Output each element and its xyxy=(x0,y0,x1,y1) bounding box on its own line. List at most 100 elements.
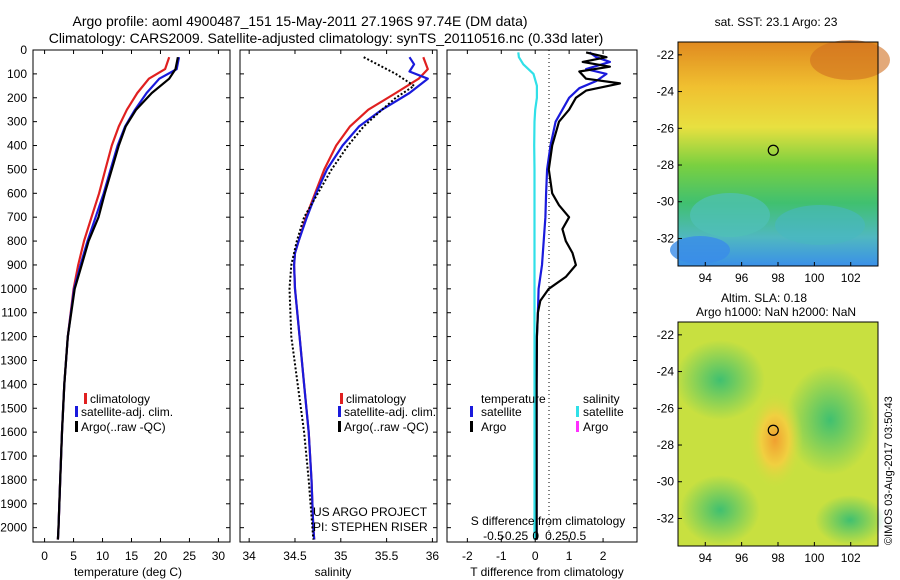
series-line-climatology xyxy=(293,56,429,540)
salinity-x-ticks: 34 34.5 35 35.5 36 xyxy=(242,50,439,563)
s-difference-x-ticks: -0.5-0.25 0 0.25 0.5 xyxy=(483,529,586,543)
map-y-tick-label: -32 xyxy=(657,231,675,245)
sst-y-ticks: -22 -24 -26 -28 -30 -32 xyxy=(657,48,682,245)
depth-tick-label: 1000 xyxy=(0,282,27,296)
x-tick-label: 15 xyxy=(125,549,139,563)
depth-tick-label: 2000 xyxy=(0,521,27,535)
depth-tick-label: 500 xyxy=(7,162,27,176)
header-line2: Climatology: CARS2009. Satellite-adjuste… xyxy=(49,30,604,46)
profile-location-marker xyxy=(767,144,779,156)
depth-tick-label: 900 xyxy=(7,258,27,272)
s-tick-label: 0.5 xyxy=(570,529,587,543)
depth-tick-label: 1900 xyxy=(0,497,27,511)
depth-tick-label: 0 xyxy=(20,43,27,57)
x-tick-label: 34 xyxy=(242,549,256,563)
difference-legend: temperature salinity satellite Argo sate… xyxy=(470,392,624,434)
map-y-tick-label: -26 xyxy=(657,401,675,415)
salinity-panel-frame xyxy=(239,49,438,543)
depth-tick-label: 1200 xyxy=(0,330,27,344)
map-y-tick-label: -30 xyxy=(657,475,675,489)
map-y-tick-label: -28 xyxy=(657,158,675,172)
series-line-climatology xyxy=(56,56,171,540)
depth-tick-label: 600 xyxy=(7,186,27,200)
legend-swatch-t-satellite xyxy=(470,406,473,417)
x-tick-label: -2 xyxy=(462,549,473,563)
salinity-series xyxy=(288,56,429,540)
map-x-tick-label: 100 xyxy=(804,271,824,285)
legend-label-satellite: satellite-adj. clim. xyxy=(344,405,436,419)
x-tick-label: 1 xyxy=(566,549,573,563)
series-line-argo-raw-qc- xyxy=(56,56,179,540)
sla-map-subtitle: Argo h1000: NaN h2000: NaN xyxy=(696,305,856,319)
legend-swatch-t-argo xyxy=(470,421,473,432)
legend-label-satellite: satellite-adj. clim. xyxy=(81,405,173,419)
depth-tick-label: 1800 xyxy=(0,473,27,487)
sst-map: sat. SST: 23.1 Argo: 23 -22-24-26-28-30-… xyxy=(657,15,890,285)
x-tick-label: 0 xyxy=(532,549,539,563)
legend-label-t-argo: Argo xyxy=(481,420,507,434)
depth-tick-label: 800 xyxy=(7,234,27,248)
series-line-temperature-argo xyxy=(535,51,622,540)
difference-series xyxy=(517,51,622,540)
map-x-tick-label: 94 xyxy=(699,271,713,285)
map-x-tick-label: 96 xyxy=(735,551,749,565)
legend-swatch-s-satellite xyxy=(576,406,579,417)
x-tick-label: 5 xyxy=(70,549,77,563)
depth-tick-label: 200 xyxy=(7,91,27,105)
depth-tick-label: 1300 xyxy=(0,353,27,367)
sla-green-patch xyxy=(675,340,765,420)
salinity-legend: climatology satellite-adj. clim. Argo(..… xyxy=(338,392,436,434)
map-x-tick-label: 94 xyxy=(699,551,713,565)
temperature-x-ticks: 0 5 10 15 20 25 30 xyxy=(41,50,225,563)
x-tick-label: 0 xyxy=(41,549,48,563)
sla-y-ticks: -22 -24 -26 -28 -30 -32 xyxy=(657,328,682,525)
sst-cool-patch xyxy=(670,236,730,264)
s-tick-label: -0.25 xyxy=(501,529,529,543)
map-y-tick-label: -30 xyxy=(657,195,675,209)
sst-cool-patch xyxy=(690,193,770,237)
x-tick-label: -1 xyxy=(496,549,507,563)
salinity-x-label: salinity xyxy=(315,565,352,579)
depth-tick-label: 400 xyxy=(7,139,27,153)
s-difference-x-label: S difference from climatology xyxy=(471,514,626,528)
map-y-tick-label: -32 xyxy=(657,511,675,525)
map-y-tick-label: -24 xyxy=(657,85,675,99)
project-label: US ARGO PROJECT xyxy=(313,505,428,519)
legend-label-s-argo: Argo xyxy=(583,420,609,434)
t-difference-x-ticks: -2 -1 0 1 2 xyxy=(462,50,607,563)
depth-tick-label: 1600 xyxy=(0,425,27,439)
x-tick-label: 10 xyxy=(96,549,110,563)
x-tick-label: 35.5 xyxy=(375,549,399,563)
legend-label-climatology: climatology xyxy=(90,392,150,406)
depth-tick-label: 100 xyxy=(7,67,27,81)
s-tick-label: -0.5 xyxy=(483,529,504,543)
sst-warm-patch xyxy=(810,40,890,80)
legend-label-climatology: climatology xyxy=(346,392,406,406)
sla-map: Altim. SLA: 0.18 Argo h1000: NaN h2000: … xyxy=(657,291,885,565)
legend-swatch-argo xyxy=(75,421,78,432)
sla-green-patch xyxy=(785,365,875,475)
credit-label: ©IMOS 03-Aug-2017 03:50:43 xyxy=(883,396,895,545)
s-tick-label: 0 xyxy=(532,529,539,543)
legend-label-t-satellite: satellite xyxy=(481,405,522,419)
header-line1: Argo profile: aoml 4900487_151 15-May-20… xyxy=(72,13,527,29)
depth-tick-label: 300 xyxy=(7,115,27,129)
legend-label-argo: Argo(..raw -QC) xyxy=(344,420,429,434)
sst-x-ticks: 94 96 98 100 102 xyxy=(699,262,861,285)
legend-label-argo: Argo(..raw -QC) xyxy=(81,420,166,434)
legend-swatch-satellite xyxy=(338,406,341,417)
legend-title-salinity: salinity xyxy=(583,392,620,406)
depth-tick-label: 1500 xyxy=(0,401,27,415)
series-line-temperature-satellite xyxy=(535,51,612,540)
legend-swatch-s-argo xyxy=(576,421,579,432)
temperature-panel-frame xyxy=(32,49,231,543)
map-x-tick-label: 100 xyxy=(804,551,824,565)
profile-location-marker xyxy=(767,424,779,436)
s-tick-label: 0.25 xyxy=(545,529,569,543)
map-y-tick-label: -22 xyxy=(657,328,675,342)
temperature-series xyxy=(56,56,181,540)
legend-swatch-satellite xyxy=(75,406,78,417)
series-line-argo-raw-qc- xyxy=(288,56,416,540)
depth-tick-label: 700 xyxy=(7,210,27,224)
